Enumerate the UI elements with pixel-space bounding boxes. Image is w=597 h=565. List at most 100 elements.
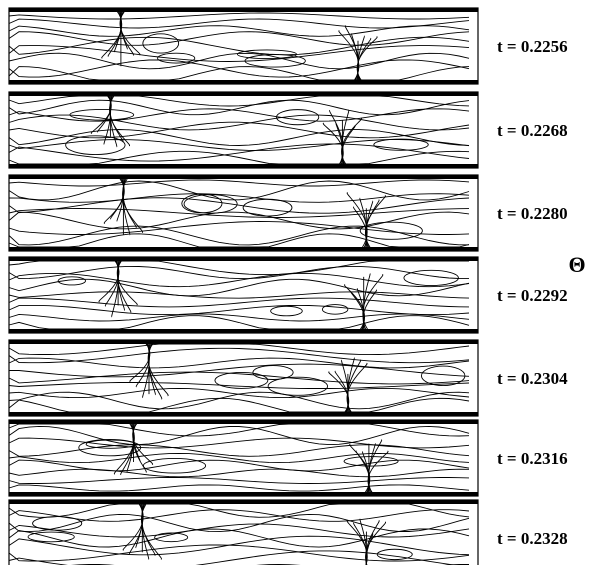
contour-line bbox=[8, 304, 470, 316]
plume-contour bbox=[359, 518, 368, 565]
contour-panel bbox=[8, 174, 479, 252]
plume-contour bbox=[329, 109, 344, 169]
contour-line bbox=[8, 66, 470, 81]
plume-contour bbox=[362, 274, 384, 334]
contour-eddy bbox=[236, 49, 297, 60]
contour-line bbox=[8, 397, 470, 413]
contour-panel bbox=[8, 256, 479, 334]
plume-contour bbox=[356, 36, 378, 85]
contour-line bbox=[8, 371, 470, 385]
plume-contour bbox=[107, 7, 122, 57]
plume-contour bbox=[147, 339, 169, 397]
plume-contour bbox=[359, 197, 368, 252]
contour-eddy bbox=[32, 516, 83, 531]
plume-contour bbox=[148, 339, 156, 396]
contour-line bbox=[8, 31, 470, 46]
contour-line bbox=[8, 180, 470, 201]
plume-contour bbox=[349, 443, 371, 497]
contour-eddy bbox=[403, 269, 459, 286]
contour-eddy bbox=[27, 531, 75, 543]
plume-contour bbox=[351, 33, 359, 85]
contour-line bbox=[8, 291, 470, 299]
plume-contour bbox=[341, 117, 362, 169]
plume-contour bbox=[346, 362, 368, 417]
plume-contour bbox=[365, 521, 386, 565]
time-label: t = 0.2328 bbox=[497, 529, 568, 548]
plume-contour bbox=[129, 499, 144, 555]
contour-line bbox=[8, 121, 470, 139]
contour-line bbox=[8, 108, 470, 122]
contour-line bbox=[8, 297, 470, 308]
contour-eddy bbox=[154, 532, 189, 543]
plume-contour bbox=[365, 195, 386, 252]
plume-contour bbox=[98, 256, 120, 303]
contour-panel bbox=[8, 91, 479, 169]
contour-eddy bbox=[421, 365, 466, 386]
contour-panel bbox=[8, 339, 479, 417]
plume-contour bbox=[365, 200, 374, 252]
plume-contour bbox=[141, 499, 162, 560]
contour-line bbox=[8, 52, 470, 70]
contour-line bbox=[8, 36, 470, 56]
contour-line bbox=[8, 391, 470, 410]
time-label: t = 0.2316 bbox=[497, 449, 568, 468]
plume-contour bbox=[365, 533, 374, 565]
contour-line bbox=[8, 523, 470, 538]
time-label: t = 0.2280 bbox=[497, 204, 568, 223]
contour-eddy bbox=[157, 52, 196, 64]
contour-line bbox=[8, 114, 470, 131]
plume-contour bbox=[109, 91, 130, 147]
plume-contour bbox=[356, 287, 365, 334]
contour-panel bbox=[8, 419, 479, 497]
contour-line bbox=[8, 315, 470, 330]
contour-eddy bbox=[276, 109, 320, 126]
plume-contour bbox=[346, 520, 368, 565]
contour-line bbox=[8, 179, 470, 187]
contour-line bbox=[8, 468, 470, 478]
contour-eddy bbox=[373, 138, 429, 151]
plume-contour bbox=[142, 339, 150, 399]
contour-eddy bbox=[78, 438, 142, 457]
contour-line bbox=[8, 12, 470, 20]
contour-line bbox=[8, 544, 470, 562]
plume-contour bbox=[362, 451, 370, 497]
plume-contour bbox=[119, 7, 141, 56]
contour-line bbox=[8, 347, 470, 364]
contour-line bbox=[8, 444, 470, 457]
contour-line bbox=[8, 272, 470, 288]
plume-contour bbox=[367, 450, 389, 497]
contour-line bbox=[8, 45, 470, 62]
plume-contour bbox=[111, 256, 119, 318]
plume-contour bbox=[120, 419, 135, 476]
contour-eddy bbox=[376, 548, 413, 561]
plume-contour bbox=[117, 256, 125, 311]
contour-line bbox=[8, 193, 470, 203]
plume-contour bbox=[353, 206, 368, 252]
plume-contour bbox=[367, 439, 383, 497]
plume-contour bbox=[116, 256, 138, 306]
contour-line bbox=[8, 382, 470, 389]
plume-contour bbox=[114, 7, 122, 53]
plume-contour bbox=[126, 419, 135, 473]
contour-eddy bbox=[321, 304, 349, 315]
contour-line bbox=[8, 528, 470, 548]
plume-contour bbox=[110, 174, 125, 220]
contour-line bbox=[8, 452, 470, 464]
contour-line bbox=[8, 95, 470, 107]
panel-frame bbox=[8, 91, 479, 169]
contour-line bbox=[8, 143, 470, 162]
plume-contour bbox=[335, 122, 344, 169]
plume-contour bbox=[344, 284, 365, 334]
plume-contour bbox=[355, 450, 370, 497]
contour-eddy bbox=[244, 54, 306, 68]
contour-eddy bbox=[343, 456, 399, 467]
contour-line bbox=[8, 535, 470, 556]
time-label: t = 0.2256 bbox=[497, 37, 568, 56]
contour-eddy bbox=[142, 457, 207, 474]
contour-line bbox=[8, 484, 470, 492]
contour-eddy bbox=[69, 109, 135, 121]
contour-eddy bbox=[65, 135, 126, 155]
contour-line bbox=[8, 208, 470, 218]
